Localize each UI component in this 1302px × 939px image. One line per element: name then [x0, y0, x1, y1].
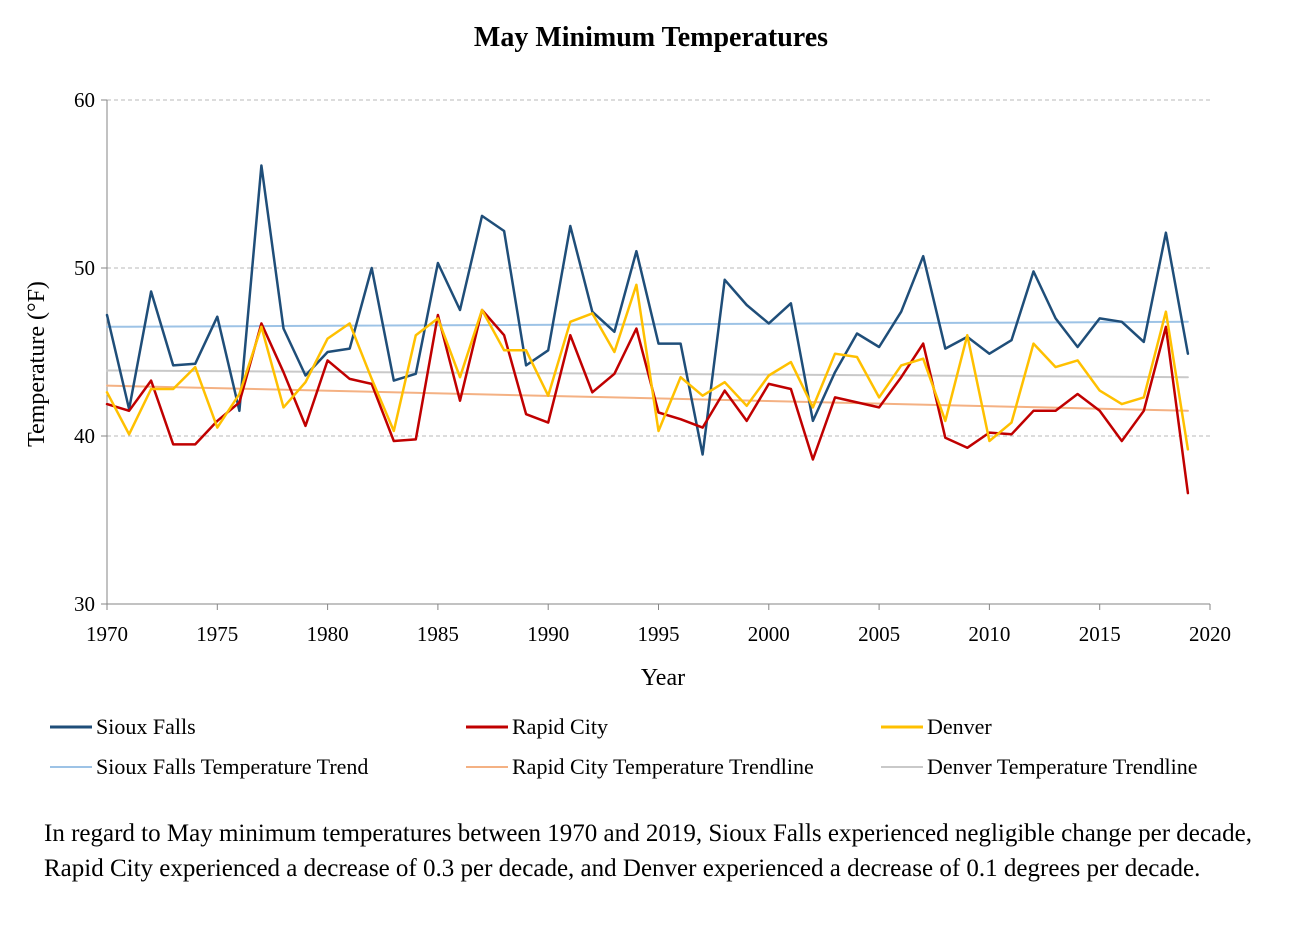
legend-item-denver: Denver: [881, 714, 992, 739]
gridlines: [107, 99, 1210, 437]
legend-label: Sioux Falls Temperature Trend: [96, 754, 368, 779]
x-axis-label: Year: [641, 665, 685, 691]
x-tick-label-2020: 2020: [1189, 622, 1231, 646]
series-line-sioux-falls-temperature-trend: [106, 320, 1189, 328]
y-tick-label-30: 30: [74, 592, 95, 616]
x-tick-label-1980: 1980: [307, 622, 349, 646]
y-axis-label: Temperature (°F): [24, 281, 50, 447]
x-tick-label-1990: 1990: [527, 622, 569, 646]
x-tick-label-1995: 1995: [638, 622, 680, 646]
series-line-denver: [105, 283, 1190, 451]
y-tick-label-60: 60: [74, 88, 95, 112]
legend: Sioux Falls Rapid City Denver Sioux Falls T…: [50, 714, 1198, 779]
x-tick-label-2015: 2015: [1079, 622, 1121, 646]
legend-label: Rapid City Temperature Trendline: [512, 754, 814, 779]
x-tick-labels: 1970 1975 1980 1985 1990 1995 2000 2005 2010 2015…: [86, 622, 1231, 646]
x-tick-label-2010: 2010: [968, 622, 1010, 646]
x-tick-label-1975: 1975: [196, 622, 238, 646]
legend-label: Denver: [927, 714, 992, 739]
series-line-rapid-city: [105, 308, 1190, 495]
y-tick-label-40: 40: [74, 424, 95, 448]
legend-item-rapid-city: Rapid City: [466, 714, 608, 739]
legend-item-sioux-falls: Sioux Falls: [50, 714, 196, 739]
legend-item-sioux-falls-temperature-trend: Sioux Falls Temperature Trend: [50, 754, 368, 779]
axes: [101, 99, 1211, 610]
legend-label: Sioux Falls: [96, 714, 196, 739]
series-line-sioux-falls: [105, 164, 1190, 456]
y-tick-labels: 30 40 50 60: [74, 88, 95, 616]
x-tick-label-1970: 1970: [86, 622, 128, 646]
series-lines: [105, 164, 1190, 495]
legend-label: Denver Temperature Trendline: [927, 754, 1198, 779]
x-tick-label-1985: 1985: [417, 622, 459, 646]
legend-item-rapid-city-temperature-trendline: Rapid City Temperature Trendline: [466, 754, 814, 779]
chart-title: May Minimum Temperatures: [474, 22, 828, 53]
legend-label: Rapid City: [512, 714, 608, 739]
legend-item-denver-temperature-trendline: Denver Temperature Trendline: [881, 754, 1198, 779]
y-tick-label-50: 50: [74, 256, 95, 280]
chart-caption: In regard to May minimum temperatures be…: [44, 820, 1252, 882]
x-tick-label-2005: 2005: [858, 622, 900, 646]
series-line-rapid-city-temperature-trendline: [106, 384, 1189, 412]
x-tick-label-2000: 2000: [748, 622, 790, 646]
